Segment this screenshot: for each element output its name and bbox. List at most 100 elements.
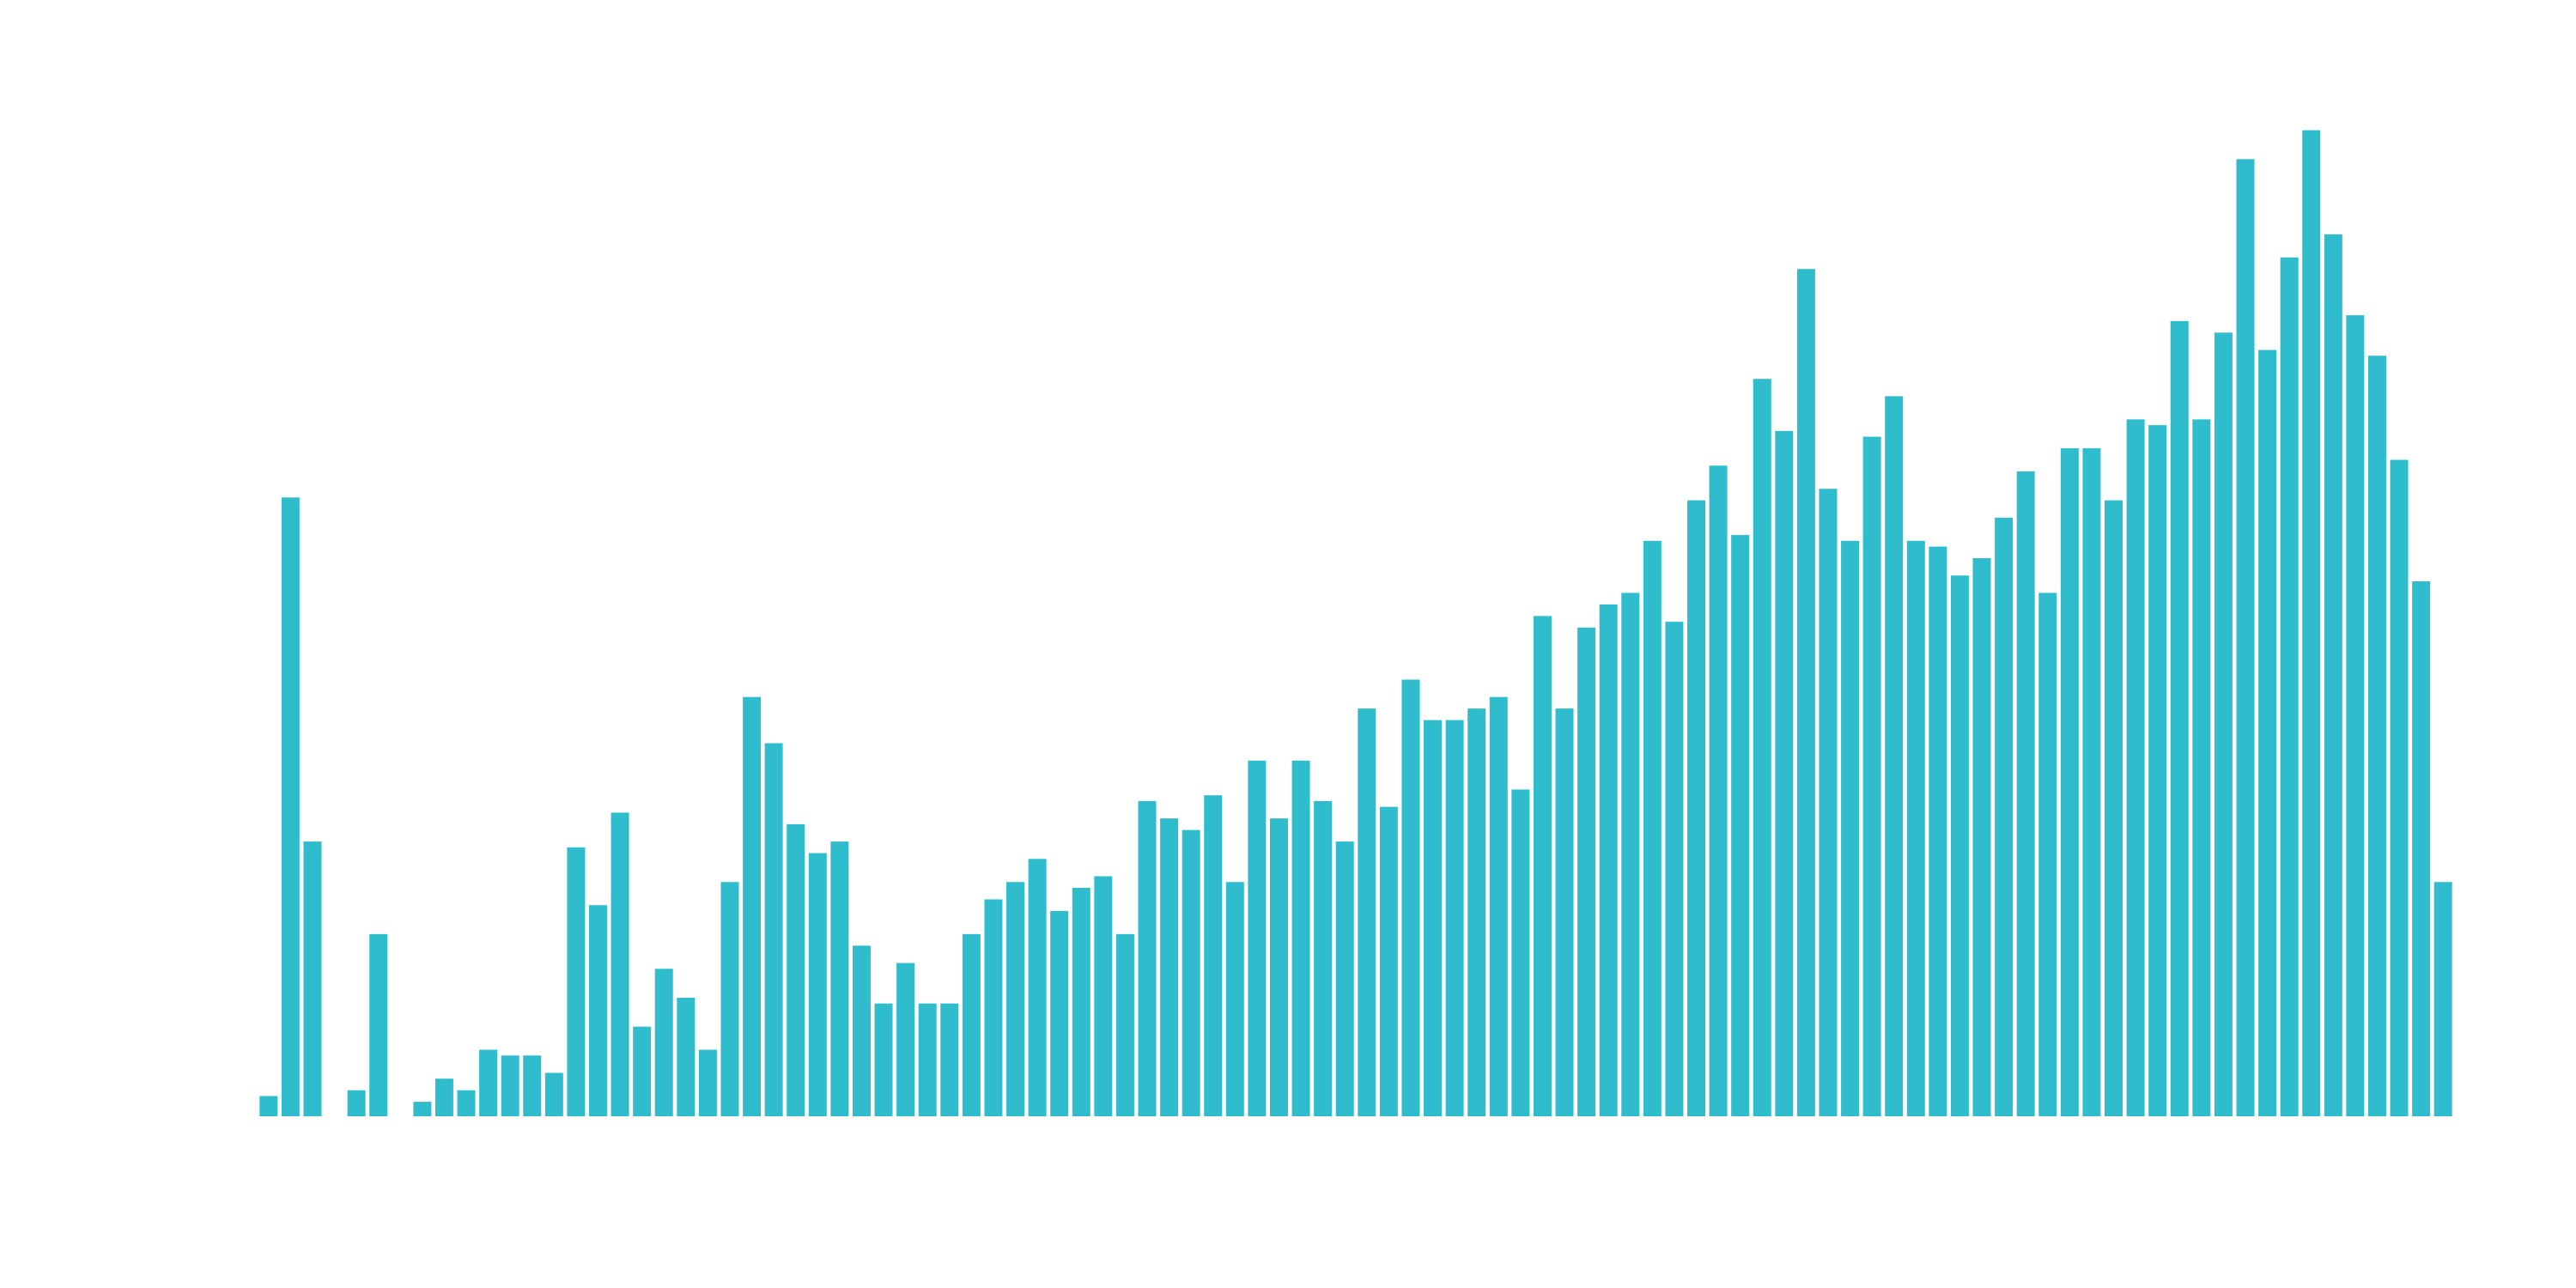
bar [918,1003,937,1116]
bar [787,823,805,1116]
bar [1643,540,1662,1116]
bar-series [259,130,2452,1117]
bar [1819,489,1838,1116]
bar [611,812,629,1116]
bar [720,882,739,1116]
bar [984,899,1003,1116]
bar [2433,882,2452,1116]
bar [1906,540,1925,1116]
bar [1665,622,1684,1116]
bar [1577,627,1596,1116]
bar [1753,379,1771,1116]
bar [2148,425,2167,1116]
bar [589,905,607,1116]
bar [1138,800,1157,1116]
bar [1621,592,1640,1116]
bar [2390,459,2409,1116]
bar [2302,130,2321,1116]
bar [677,997,696,1116]
bar [303,841,322,1116]
bar [2412,580,2431,1116]
bar [1929,546,1947,1116]
bar [896,963,915,1116]
bar [347,1090,366,1116]
bar [2170,320,2189,1116]
bar [1314,800,1333,1116]
bar [1555,708,1574,1116]
bar [1269,818,1288,1116]
bar [1533,616,1552,1116]
bar [2258,349,2277,1116]
bar [413,1102,432,1116]
bar [698,1049,717,1116]
bar [2016,471,2035,1116]
bar [654,969,673,1116]
bar [1401,679,1420,1116]
bar [940,1003,959,1116]
bar [1862,436,1881,1117]
bar [2324,234,2342,1116]
bar [1248,760,1267,1116]
bar [281,497,300,1116]
bar [1709,465,1728,1116]
bar [1028,859,1047,1116]
bar [567,847,586,1116]
bar [2126,419,2145,1116]
bar [962,933,981,1116]
bar [1775,430,1794,1116]
bar [743,696,762,1116]
bar [1972,558,1991,1116]
bar [544,1072,563,1116]
bar [1445,720,1464,1116]
bar [830,841,849,1116]
bar [1006,882,1024,1116]
bar [1467,708,1486,1116]
bar [501,1055,519,1116]
bar [2105,500,2123,1116]
bar [2367,355,2386,1116]
bar [1225,882,1244,1116]
bar [1885,396,1904,1117]
bar [1511,789,1530,1116]
bar [1358,708,1376,1116]
bar [1489,696,1508,1116]
bar [479,1049,498,1116]
bar [1731,535,1750,1116]
bar [2082,448,2101,1116]
bar [1599,604,1618,1116]
bar [1050,910,1069,1116]
bar [1072,887,1091,1116]
bar [1995,517,2014,1116]
bar [2346,315,2365,1116]
bar [1160,818,1179,1116]
bar [1687,500,1705,1116]
bar [259,1096,278,1116]
bar [369,933,388,1116]
bar [1841,540,1860,1116]
bar [852,945,871,1116]
bar [457,1090,476,1116]
bar [1115,933,1134,1116]
bar [434,1078,453,1116]
bar [1094,876,1113,1116]
bar [2060,448,2079,1116]
bar [808,853,827,1116]
bar [1335,841,1354,1116]
bar [1182,829,1200,1116]
bar [1204,795,1223,1116]
bar [1424,720,1443,1116]
bar [2038,592,2057,1116]
bar [1379,806,1398,1116]
bar [764,743,783,1116]
bar [874,1003,893,1116]
bar [2236,159,2255,1116]
bar [523,1055,542,1116]
bar [2192,419,2211,1116]
bar [1291,760,1310,1116]
bar [1950,575,1969,1116]
bar [633,1026,652,1116]
bar [1796,269,1815,1116]
